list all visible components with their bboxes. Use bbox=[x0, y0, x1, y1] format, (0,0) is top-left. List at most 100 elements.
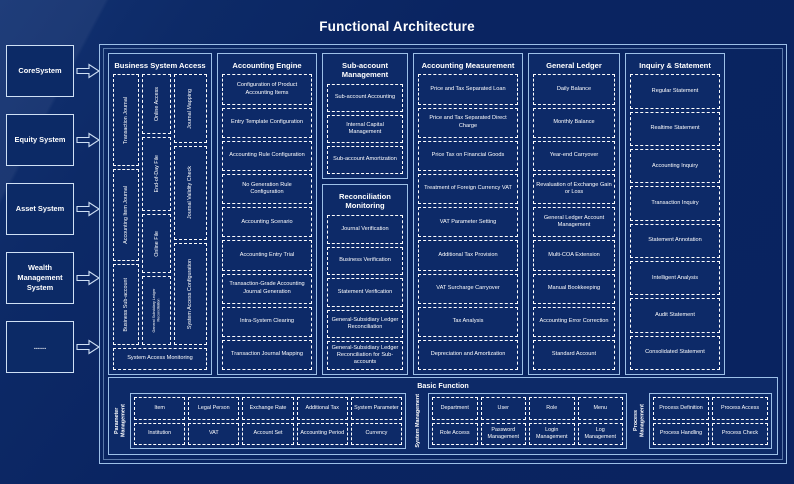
basic-cell[interactable]: Role bbox=[529, 397, 575, 420]
bsa-cell-label: End-of-Day File bbox=[153, 155, 160, 193]
feature-cell[interactable]: Statement Annotation bbox=[630, 223, 720, 259]
feature-cell[interactable]: Realtime Statement bbox=[630, 111, 720, 147]
feature-cell[interactable]: Accounting Scenario bbox=[222, 207, 312, 238]
panel-title: Inquiry & Statement bbox=[639, 61, 711, 70]
bsa-cell[interactable]: End-of-Day File bbox=[142, 136, 172, 212]
feature-cell[interactable]: Treatment of Foreign Currency VAT bbox=[418, 174, 518, 205]
feature-cell[interactable]: Audit Statement bbox=[630, 298, 720, 333]
feature-cell[interactable]: Journal Verification bbox=[327, 214, 403, 244]
feature-cell[interactable]: Standard Account bbox=[533, 339, 615, 371]
basic-cell[interactable]: VAT bbox=[188, 422, 240, 445]
feature-cell[interactable]: VAT Parameter Setting bbox=[418, 207, 518, 238]
feature-cell[interactable]: Additional Tax Provision bbox=[418, 240, 518, 271]
feature-cell[interactable]: Price Tax on Financial Goods bbox=[418, 140, 518, 171]
column-accounting-measurement: Accounting Measurement Price and Tax Sep… bbox=[413, 53, 523, 375]
feature-cell[interactable]: Business Verification bbox=[327, 246, 403, 276]
source-system-row: Wealth Management System bbox=[6, 252, 100, 304]
bsa-cell[interactable]: System Access Configuration bbox=[174, 242, 207, 345]
basic-cell[interactable]: Log Management bbox=[577, 422, 623, 445]
feature-cell[interactable]: Revaluation of Exchange Gain or Loss bbox=[533, 174, 615, 205]
source-system-box[interactable]: Asset System bbox=[6, 183, 74, 235]
bsa-cell[interactable]: Accounting Item Journal bbox=[113, 169, 140, 262]
bsa-column-1: Transaction Journal Accounting Item Jour… bbox=[113, 74, 140, 345]
bsa-cell[interactable]: Online File bbox=[142, 214, 172, 274]
basic-cell[interactable]: Accounting Period bbox=[296, 422, 348, 445]
basic-cell[interactable]: Password Management bbox=[480, 422, 526, 445]
feature-cell[interactable]: General Ledger Account Management bbox=[533, 207, 615, 238]
feature-cell[interactable]: Sub-account Accounting bbox=[327, 83, 403, 112]
basic-cell[interactable]: Menu bbox=[577, 397, 623, 420]
group-label: System Management bbox=[412, 393, 425, 449]
feature-cell[interactable]: Sub-account Amortization bbox=[327, 146, 403, 175]
basic-cell[interactable]: Process Definition bbox=[653, 397, 709, 420]
feature-cell[interactable]: Entry Template Configuration bbox=[222, 107, 312, 138]
basic-cell[interactable]: Login Management bbox=[529, 422, 575, 445]
bsa-cell[interactable]: Online Access bbox=[142, 74, 172, 134]
feature-cell[interactable]: Internal Capital Management bbox=[327, 114, 403, 143]
feature-cell[interactable]: Transaction Journal Mapping bbox=[222, 339, 312, 371]
bsa-cell[interactable]: General Subsidiary Ledger Reconciliation bbox=[142, 276, 172, 345]
bsa-footer-cell[interactable]: System Access Monitoring bbox=[113, 348, 207, 370]
basic-cell[interactable]: User bbox=[480, 397, 526, 420]
architecture-frame: Business System Access Transaction Journ… bbox=[99, 44, 787, 464]
basic-cell[interactable]: Department bbox=[432, 397, 478, 420]
feature-cell[interactable]: Accounting Entry Trial bbox=[222, 240, 312, 271]
feature-cell[interactable]: Accounting Inquiry bbox=[630, 149, 720, 184]
panel-body: Regular Statement Realtime Statement Acc… bbox=[630, 74, 720, 370]
panel-body: Sub-account Accounting Internal Capital … bbox=[327, 83, 403, 175]
bsa-cell[interactable]: Business Sub-account bbox=[113, 264, 140, 345]
bsa-cell[interactable]: Journal Validity Check bbox=[174, 145, 207, 240]
basic-cell[interactable]: Item bbox=[134, 397, 186, 420]
bsa-cell-label: Business Sub-account bbox=[122, 277, 129, 332]
feature-cell[interactable]: Tax Analysis bbox=[418, 306, 518, 337]
feature-cell[interactable]: Depreciation and Amortization bbox=[418, 339, 518, 371]
basic-cell[interactable]: Process Handling bbox=[653, 422, 709, 445]
source-system-box[interactable]: Wealth Management System bbox=[6, 252, 74, 304]
source-system-box[interactable]: ...... bbox=[6, 321, 74, 373]
basic-cell[interactable]: Institution bbox=[134, 422, 186, 445]
source-system-box[interactable]: Equity System bbox=[6, 114, 74, 166]
basic-function-groups: Parameter Management Item Legal Person E… bbox=[114, 393, 772, 449]
feature-cell[interactable]: Configuration of Product Accounting Item… bbox=[222, 74, 312, 105]
feature-cell[interactable]: Manual Bookkeeping bbox=[533, 273, 615, 304]
feature-cell[interactable]: Price and Tax Separated Direct Charge bbox=[418, 107, 518, 138]
source-system-box[interactable]: CoreSystem bbox=[6, 45, 74, 97]
basic-cell[interactable]: Role Access bbox=[432, 422, 478, 445]
feature-cell[interactable]: Year-end Carryover bbox=[533, 140, 615, 171]
feature-cell[interactable]: Accounting Rule Configuration bbox=[222, 140, 312, 171]
feature-cell[interactable]: Multi-COA Extension bbox=[533, 240, 615, 271]
source-system-row: Asset System bbox=[6, 183, 100, 235]
basic-cell[interactable]: Legal Person bbox=[188, 397, 240, 420]
feature-cell[interactable]: Statement Verification bbox=[327, 278, 403, 307]
feature-cell[interactable]: Daily Balance bbox=[533, 74, 615, 105]
panel-title: Reconciliation Monitoring bbox=[339, 192, 391, 211]
feature-cell[interactable]: No Generation Rule Configuration bbox=[222, 174, 312, 205]
feature-cell[interactable]: Regular Statement bbox=[630, 74, 720, 109]
feature-cell[interactable]: General-Subsidiary Ledger Reconciliation… bbox=[327, 341, 403, 371]
feature-cell[interactable]: VAT Surcharge Carryover bbox=[418, 273, 518, 304]
feature-cell[interactable]: Intelligent Analysis bbox=[630, 261, 720, 296]
feature-cell[interactable]: Intra-System Clearing bbox=[222, 306, 312, 337]
group-label: Parameter Management bbox=[114, 393, 127, 449]
feature-cell[interactable]: General-Subsidiary Ledger Reconciliation bbox=[327, 309, 403, 339]
bsa-cell[interactable]: Journal Mapping bbox=[174, 74, 207, 143]
feature-cell[interactable]: Transaction-Grade Accounting Journal Gen… bbox=[222, 273, 312, 304]
arrow-right-icon bbox=[76, 201, 100, 217]
basic-cell[interactable]: Account Set bbox=[242, 422, 294, 445]
feature-cell[interactable]: Consolidated Statement bbox=[630, 335, 720, 370]
basic-cell[interactable]: Currency bbox=[350, 422, 403, 445]
column-business-system-access: Business System Access Transaction Journ… bbox=[108, 53, 212, 375]
feature-cell[interactable]: Transaction Inquiry bbox=[630, 186, 720, 221]
bsa-cell[interactable]: Transaction Journal bbox=[113, 74, 140, 167]
feature-cell[interactable]: Price and Tax Separated Loan bbox=[418, 74, 518, 105]
arrow-right-icon bbox=[76, 339, 100, 355]
basic-cell[interactable]: Exchange Rate bbox=[242, 397, 294, 420]
feature-cell[interactable]: Monthly Balance bbox=[533, 107, 615, 138]
arrow-right-icon bbox=[76, 270, 100, 286]
basic-cell[interactable]: Process Check bbox=[712, 422, 768, 445]
basic-cell[interactable]: System Parameter bbox=[350, 397, 403, 420]
basic-cell[interactable]: Process Access bbox=[712, 397, 768, 420]
basic-cell[interactable]: Additional Tax bbox=[296, 397, 348, 420]
feature-cell[interactable]: Accounting Error Correction bbox=[533, 306, 615, 337]
page-title: Functional Architecture bbox=[319, 19, 475, 34]
